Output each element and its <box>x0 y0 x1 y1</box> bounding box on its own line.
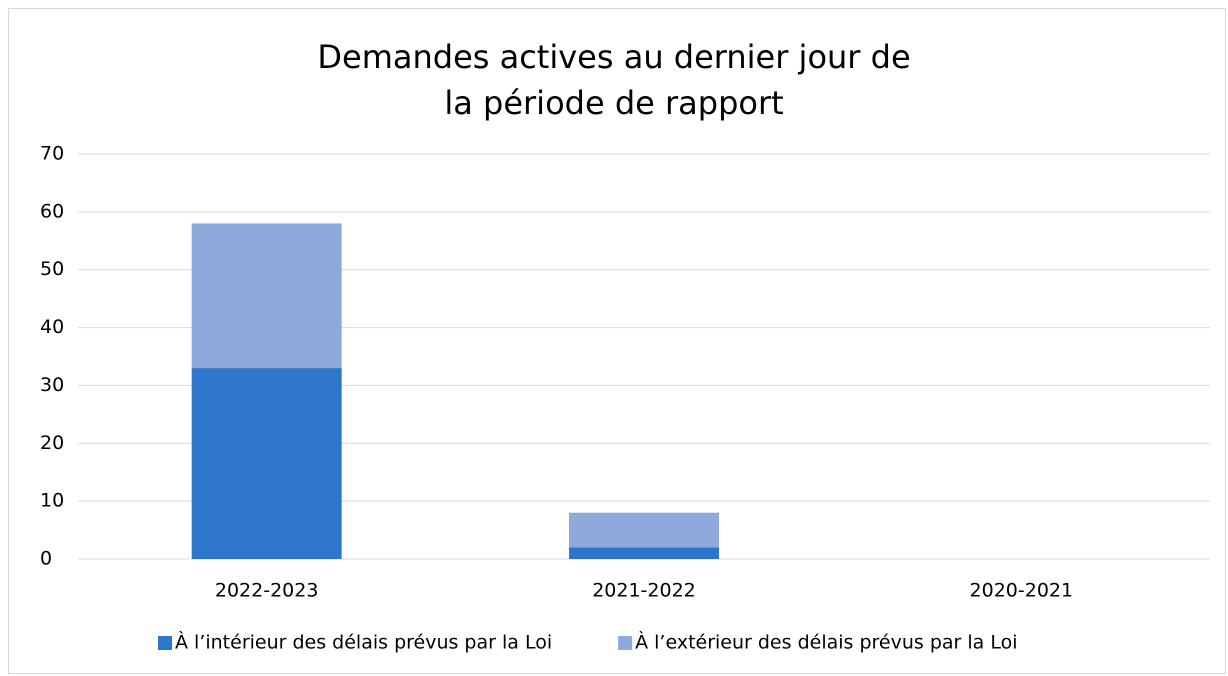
y-tick-label: 70 <box>40 143 64 165</box>
chart-title: Demandes actives au dernier jour de la p… <box>317 38 911 122</box>
legend-swatch <box>618 636 633 650</box>
bar-segment <box>569 512 719 548</box>
bar-segment <box>569 547 719 559</box>
legend-label: À l’intérieur des délais prévus par la L… <box>175 631 552 654</box>
y-tick-label: 50 <box>40 258 64 280</box>
x-tick-label: 2021-2022 <box>592 580 696 602</box>
y-tick-label: 20 <box>40 432 64 454</box>
bar-segment <box>191 368 342 559</box>
chart-frame <box>8 8 1226 674</box>
y-tick-label: 10 <box>40 490 64 512</box>
legend-swatch <box>158 636 172 650</box>
y-tick-label: 60 <box>40 200 64 222</box>
y-tick-label: 30 <box>40 374 64 396</box>
y-tick-label: 0 <box>40 548 52 570</box>
x-tick-label: 2022-2023 <box>215 580 319 602</box>
legend-label: À l’extérieur des délais prévus par la L… <box>635 631 1017 654</box>
x-tick-label: 2020-2021 <box>970 580 1074 602</box>
y-tick-label: 40 <box>40 316 64 338</box>
bar-segment <box>191 223 342 369</box>
